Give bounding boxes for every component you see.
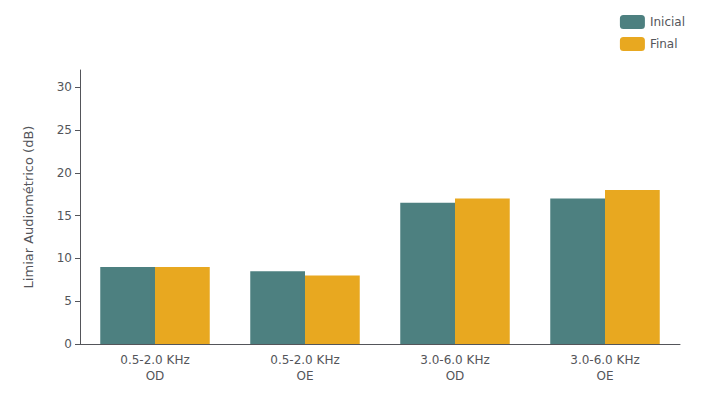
svg-text:Limiar Audiométrico (dB): Limiar Audiométrico (dB): [21, 126, 36, 289]
svg-text:Inicial: Inicial: [650, 15, 685, 29]
svg-text:Final: Final: [650, 37, 678, 51]
svg-text:OD: OD: [446, 369, 465, 383]
svg-text:25: 25: [57, 123, 72, 137]
svg-text:0: 0: [64, 337, 72, 351]
svg-text:10: 10: [57, 251, 72, 265]
svg-text:15: 15: [57, 209, 72, 223]
svg-text:OE: OE: [596, 369, 613, 383]
svg-text:3.0-6.0 KHz: 3.0-6.0 KHz: [420, 353, 490, 367]
svg-text:3.0-6.0 KHz: 3.0-6.0 KHz: [570, 353, 640, 367]
svg-text:5: 5: [64, 294, 72, 308]
svg-text:0.5-2.0 KHz: 0.5-2.0 KHz: [270, 353, 340, 367]
svg-text:30: 30: [57, 80, 72, 94]
svg-text:OE: OE: [296, 369, 313, 383]
svg-text:20: 20: [57, 166, 72, 180]
svg-text:OD: OD: [146, 369, 165, 383]
svg-text:0.5-2.0 KHz: 0.5-2.0 KHz: [120, 353, 190, 367]
